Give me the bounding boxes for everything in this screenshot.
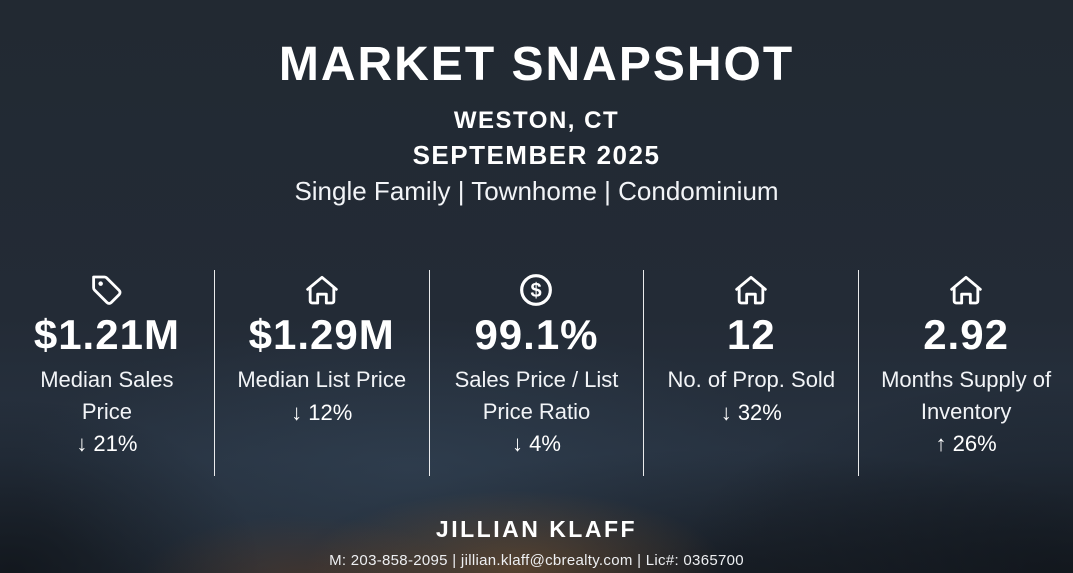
stat-label: Sales Price / List Price Ratio: [454, 366, 619, 424]
svg-text:$: $: [531, 280, 542, 302]
property-types: Single Family | Townhome | Condominium: [294, 175, 779, 206]
home-icon: [302, 270, 342, 310]
page-title: MARKET SNAPSHOT: [278, 38, 795, 91]
stat-change: ↓ 12%: [291, 399, 353, 425]
dollar-circle-icon: $: [516, 270, 556, 310]
poster-header: MARKET SNAPSHOT WESTON, CT SEPTEMBER 202…: [0, 0, 1073, 206]
stat-label: Median Sales Price: [40, 366, 174, 424]
period-subtitle: SEPTEMBER 2025: [412, 140, 661, 171]
stat-months-supply: 2.92 Months Supply of Inventory ↑ 26%: [859, 270, 1073, 476]
stat-value: $1.21M: [33, 311, 180, 359]
stat-value: $1.29M: [248, 311, 395, 359]
stat-properties-sold: 12 No. of Prop. Sold ↓ 32%: [644, 270, 858, 476]
stat-value: 99.1%: [474, 311, 599, 359]
stat-median-sales-price: $1.21M Median Sales Price ↓ 21%: [0, 270, 214, 476]
column-divider: [213, 270, 215, 477]
price-tag-icon: [87, 270, 127, 310]
column-divider: [858, 270, 860, 477]
stat-label: Months Supply of Inventory: [881, 366, 1052, 424]
stat-sales-list-ratio: $ 99.1% Sales Price / List Price Ratio ↓…: [430, 270, 644, 476]
stat-label: Median List Price: [237, 366, 407, 392]
stat-change: ↓ 32%: [720, 399, 782, 425]
column-divider: [428, 270, 430, 477]
stat-label: No. of Prop. Sold: [667, 366, 836, 392]
stat-change: ↑ 26%: [935, 431, 997, 457]
stat-median-list-price: $1.29M Median List Price ↓ 12%: [215, 270, 429, 476]
poster-footer: JILLIAN KLAFF M: 203-858-2095 | jillian.…: [0, 516, 1073, 569]
home-icon: [946, 270, 986, 310]
column-divider: [643, 270, 645, 477]
stat-change: ↓ 4%: [512, 431, 561, 457]
stat-value: 2.92: [923, 311, 1009, 359]
location-subtitle: WESTON, CT: [453, 107, 620, 135]
stats-row: $1.21M Median Sales Price ↓ 21% $1.29M M…: [0, 270, 1073, 477]
stat-value: 12: [726, 311, 776, 359]
stat-change: ↓ 21%: [76, 431, 138, 457]
agent-name: JILLIAN KLAFF: [435, 516, 638, 543]
home-icon: [731, 270, 771, 310]
agent-contact: M: 203-858-2095 | jillian.klaff@cbrealty…: [329, 552, 744, 570]
